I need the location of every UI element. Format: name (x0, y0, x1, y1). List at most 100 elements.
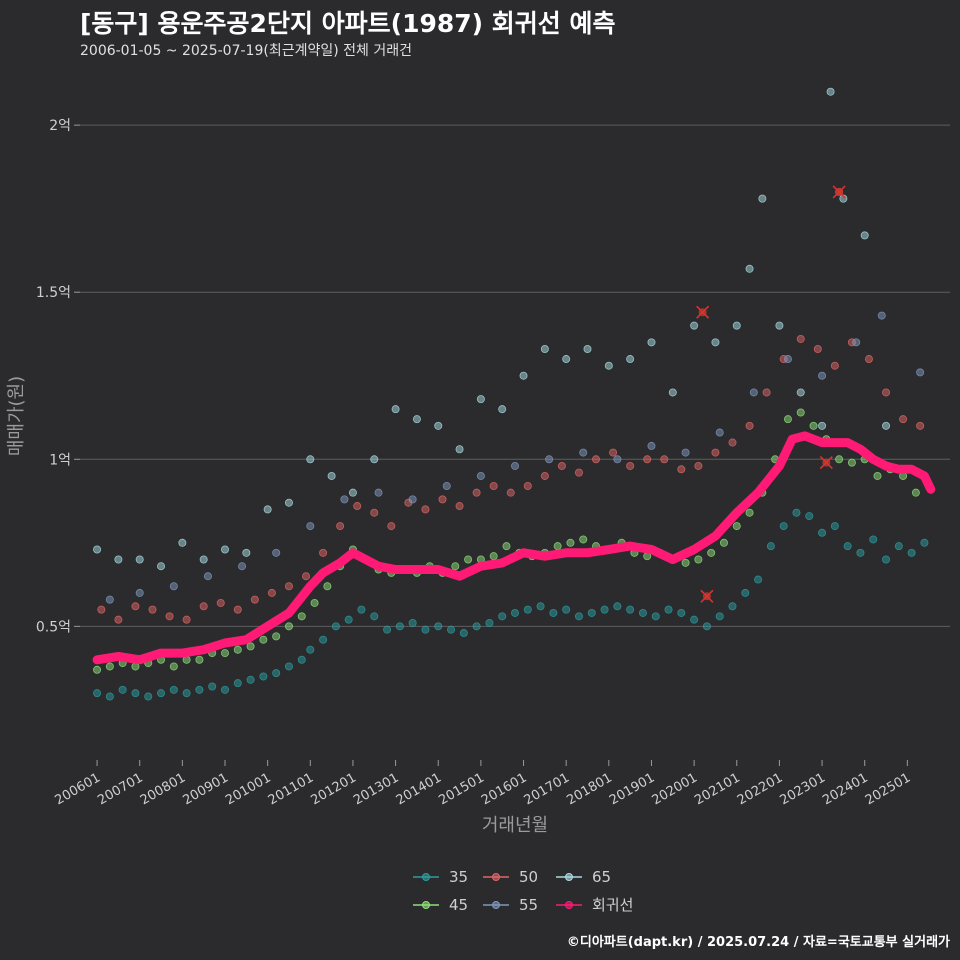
data-point-45 (323, 582, 332, 591)
data-point-45 (579, 535, 588, 544)
y-tick-label: 1억 (49, 452, 71, 468)
y-axis-ticks: 0.5억 1억 1.5억 2억 (36, 118, 71, 635)
x-tick-label: 201101 (266, 770, 316, 808)
data-point-55 (442, 481, 451, 490)
data-point-35 (805, 512, 814, 521)
data-point-65 (306, 455, 315, 464)
data-point-55 (340, 495, 349, 504)
data-point-65 (583, 344, 592, 353)
data-point-45 (911, 488, 920, 497)
y-axis-label: 매매가(원) (6, 376, 27, 456)
data-point-35 (510, 608, 519, 617)
data-point-65 (157, 562, 166, 571)
data-point-35 (246, 675, 255, 684)
x-tick-label: 200801 (138, 770, 188, 808)
legend-label: 회귀선 (592, 896, 633, 914)
data-point-65 (220, 545, 229, 554)
chart-subtitle: 2006-01-05 ~ 2025-07-19(최근계약일) 전체 거래건 (80, 43, 412, 59)
regression-path (92, 431, 936, 665)
data-point-65 (327, 471, 336, 480)
data-point-50 (677, 465, 686, 474)
data-point-65 (711, 338, 720, 347)
data-point-35 (105, 692, 114, 701)
x-tick-label: 201401 (394, 770, 444, 808)
data-point-45 (233, 645, 242, 654)
data-point-50 (694, 461, 703, 470)
data-point-50 (660, 455, 669, 464)
data-point-50 (864, 355, 873, 364)
data-point-45 (451, 562, 460, 571)
data-point-35 (856, 548, 865, 557)
x-tick-label: 201501 (436, 770, 486, 808)
data-point-35 (93, 689, 102, 698)
data-point-65 (839, 194, 848, 203)
data-point-35 (843, 542, 852, 551)
data-point-35 (894, 542, 903, 551)
data-point-65 (732, 321, 741, 330)
data-point-35 (272, 669, 281, 678)
data-point-55 (681, 448, 690, 457)
data-point-65 (818, 421, 827, 430)
data-point-35 (383, 625, 392, 634)
data-point-50 (626, 461, 635, 470)
data-point-45 (310, 598, 319, 607)
x-axis-label: 거래년월 (482, 815, 548, 836)
data-point-45 (93, 665, 102, 674)
data-point-45 (259, 635, 268, 644)
data-point-35 (562, 605, 571, 614)
data-point-65 (199, 555, 208, 564)
data-point-50 (728, 438, 737, 447)
data-point-65 (476, 395, 485, 404)
series-35 (93, 508, 929, 701)
legend-key-dot (422, 901, 430, 909)
data-point-35 (306, 645, 315, 654)
data-point-35 (331, 622, 340, 631)
data-point-45 (719, 538, 728, 547)
data-point-50 (336, 522, 345, 531)
data-point-35 (830, 522, 839, 531)
legend-item-45: 45 (413, 896, 468, 914)
x-tick-label: 202201 (735, 770, 785, 808)
data-point-45 (464, 555, 473, 564)
legend-key-dot (492, 873, 500, 881)
data-point-35 (920, 538, 929, 547)
data-point-50 (267, 588, 276, 597)
data-point-55 (579, 448, 588, 457)
data-point-50 (506, 488, 515, 497)
data-point-65 (882, 421, 891, 430)
data-point-45 (195, 655, 204, 664)
data-point-45 (732, 522, 741, 531)
data-point-65 (668, 388, 677, 397)
data-point-50 (353, 502, 362, 511)
data-point-55 (647, 441, 656, 450)
legend-item-50: 50 (483, 868, 538, 886)
highlight-cross (832, 185, 846, 199)
data-point-45 (681, 558, 690, 567)
data-point-45 (783, 415, 792, 424)
data-point-65 (348, 488, 357, 497)
data-point-50 (745, 421, 754, 430)
data-point-35 (690, 615, 699, 624)
series-55 (105, 311, 925, 604)
data-point-65 (758, 194, 767, 203)
data-point-35 (754, 575, 763, 584)
data-point-35 (728, 602, 737, 611)
data-point-50 (643, 455, 652, 464)
data-point-35 (882, 555, 891, 564)
data-point-65 (93, 545, 102, 554)
data-point-50 (438, 495, 447, 504)
data-point-45 (809, 421, 818, 430)
highlight-cross (819, 456, 833, 470)
legend-label: 45 (449, 896, 468, 914)
data-point-50 (284, 582, 293, 591)
series-45 (93, 408, 933, 674)
chart-title: [동구] 용운주공2단지 아파트(1987) 회귀선 예측 (80, 9, 616, 38)
data-point-55 (877, 311, 886, 320)
data-point-50 (472, 488, 481, 497)
data-point-50 (489, 481, 498, 490)
data-point-55 (135, 588, 144, 597)
highlight-cross (696, 305, 710, 319)
data-point-35 (536, 602, 545, 611)
x-tick-label: 201901 (607, 770, 657, 808)
data-point-50 (796, 334, 805, 343)
